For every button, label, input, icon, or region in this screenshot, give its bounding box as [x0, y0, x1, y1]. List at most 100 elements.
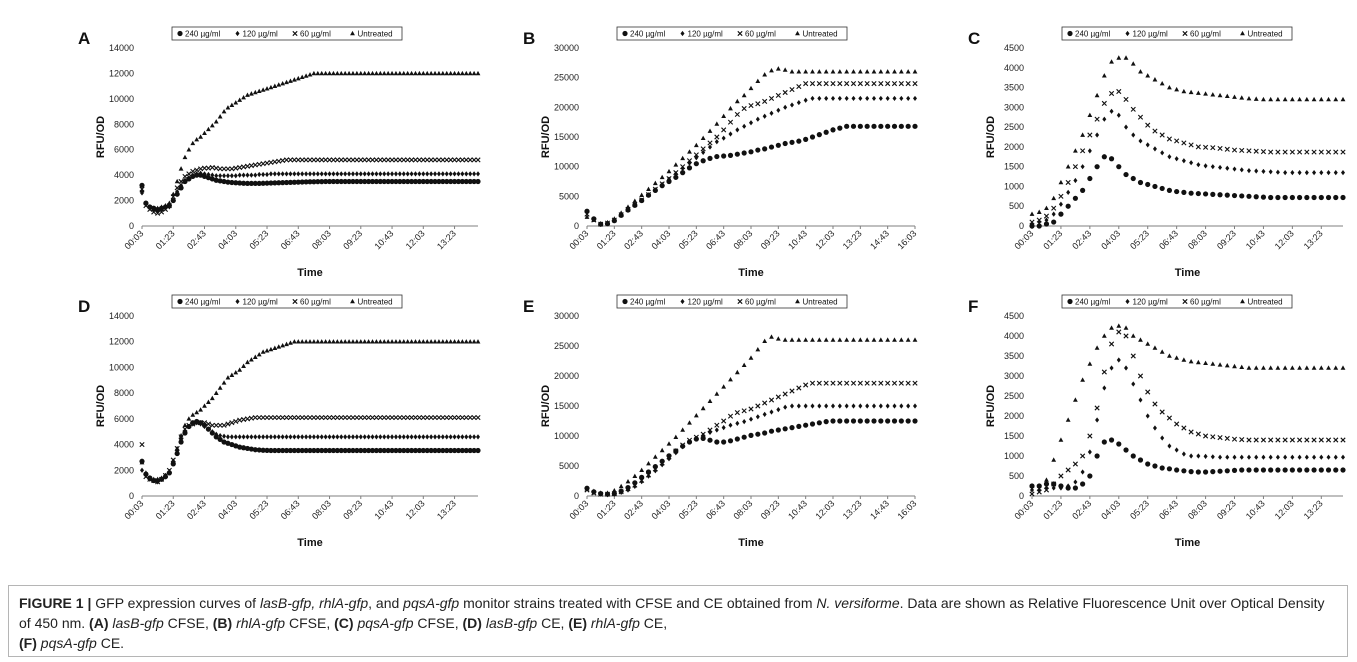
- data-point: [358, 70, 364, 76]
- x-tick-label: 13:23: [435, 228, 458, 251]
- data-point: [448, 157, 454, 163]
- data-point: [444, 447, 450, 454]
- data-point: [1116, 112, 1121, 118]
- data-point: [393, 157, 399, 163]
- data-point: [748, 432, 754, 438]
- data-point: [1188, 89, 1194, 95]
- y-tick-label: 0: [574, 491, 579, 501]
- data-point: [1116, 441, 1122, 447]
- data-point: [225, 421, 231, 427]
- data-point: [755, 431, 761, 437]
- data-point: [432, 178, 438, 185]
- data-point: [448, 178, 454, 185]
- data-point: [307, 339, 313, 344]
- data-point: [878, 337, 884, 342]
- x-axis-title: Time: [297, 267, 322, 279]
- data-point: [1254, 454, 1259, 460]
- data-point: [673, 448, 679, 454]
- data-point: [374, 339, 379, 344]
- data-point: [405, 434, 410, 440]
- data-point: [436, 339, 442, 344]
- data-point: [413, 171, 418, 177]
- data-point: [408, 414, 415, 421]
- series-group: [584, 380, 918, 497]
- data-point: [276, 434, 281, 440]
- data-point: [354, 178, 360, 185]
- data-point: [362, 171, 367, 177]
- data-point: [878, 403, 883, 409]
- data-point: [475, 339, 481, 344]
- data-point: [1123, 333, 1129, 339]
- legend-entry: 60 µg/ml: [1190, 30, 1221, 39]
- data-point: [268, 447, 274, 454]
- data-point: [1297, 149, 1303, 155]
- data-point: [1333, 96, 1339, 102]
- data-point: [1130, 175, 1136, 182]
- data-point: [1290, 454, 1295, 460]
- data-point: [823, 129, 829, 135]
- data-point: [421, 171, 426, 177]
- data-point: [892, 403, 897, 409]
- data-point: [728, 105, 733, 111]
- data-point: [217, 114, 223, 119]
- data-point: [206, 171, 211, 178]
- x-tick-label: 02:43: [622, 228, 645, 251]
- data-point: [276, 158, 282, 164]
- data-point: [816, 81, 822, 87]
- data-point: [366, 339, 372, 344]
- data-point: [390, 434, 395, 440]
- data-point: [1333, 365, 1339, 370]
- data-point: [1239, 437, 1245, 443]
- data-point: [1289, 96, 1295, 102]
- data-point: [1297, 170, 1302, 176]
- data-point: [467, 339, 473, 344]
- data-point: [1261, 96, 1266, 102]
- x-tick-label: 10:43: [1244, 498, 1267, 521]
- data-point: [334, 414, 340, 421]
- caption-text: GFP expression curves of: [91, 595, 260, 611]
- data-point: [366, 434, 371, 440]
- legend-box: [616, 294, 848, 309]
- data-point: [1297, 437, 1303, 443]
- data-point: [198, 166, 204, 172]
- data-point: [186, 416, 192, 421]
- data-point: [906, 95, 911, 102]
- data-point: [666, 441, 672, 446]
- data-point: [401, 171, 406, 177]
- data-point: [408, 178, 415, 185]
- data-point: [673, 171, 678, 177]
- data-point: [1080, 132, 1086, 137]
- y-tick-label: 3500: [1004, 351, 1024, 361]
- data-point: [471, 447, 477, 454]
- data-point: [463, 414, 469, 421]
- data-point: [1340, 365, 1346, 370]
- data-point: [201, 165, 208, 171]
- data-point: [809, 421, 816, 427]
- data-point: [256, 414, 262, 421]
- data-point: [748, 85, 754, 91]
- panel-f-chart: F 240 µg/ml 120 µg/ml 60 µg/ml Untreated 0 500…: [960, 290, 1355, 552]
- data-point: [455, 157, 462, 163]
- y-tick-label: 15000: [554, 132, 579, 142]
- data-point: [139, 441, 145, 448]
- data-point: [202, 130, 207, 135]
- data-point: [1289, 149, 1295, 155]
- data-point: [700, 158, 706, 164]
- data-point: [366, 414, 372, 421]
- data-point: [1043, 213, 1050, 219]
- data-point: [420, 447, 426, 454]
- data-point: [1080, 377, 1086, 382]
- data-point: [202, 403, 207, 408]
- data-point: [1188, 469, 1194, 475]
- data-point: [1051, 205, 1057, 211]
- data-point: [248, 446, 254, 452]
- data-point: [194, 167, 200, 173]
- data-point: [206, 399, 211, 404]
- legend-marker: [795, 30, 800, 36]
- data-point: [1312, 170, 1317, 176]
- data-point: [225, 440, 231, 446]
- data-point: [1044, 205, 1049, 210]
- data-point: [369, 414, 376, 421]
- data-point: [1275, 194, 1281, 201]
- x-tick-label: 08:03: [731, 498, 754, 521]
